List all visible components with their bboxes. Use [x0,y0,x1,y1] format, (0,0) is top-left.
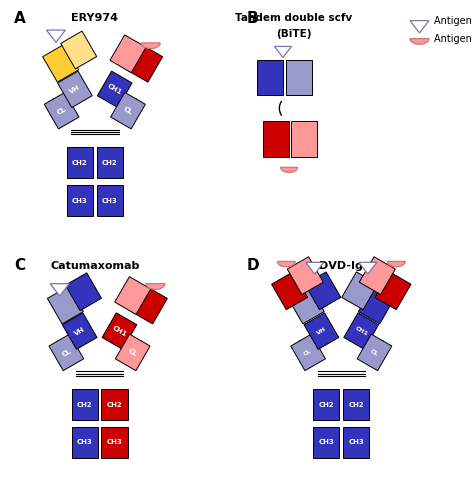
Text: CL: CL [122,106,134,116]
Text: C: C [14,258,25,273]
Text: B: B [246,11,258,26]
Text: CH1: CH1 [106,83,123,96]
Text: CH3: CH3 [77,439,92,445]
Polygon shape [358,286,394,324]
Text: VH: VH [69,84,81,95]
Polygon shape [287,257,323,295]
Polygon shape [115,334,150,371]
Polygon shape [291,121,318,157]
Polygon shape [115,277,151,315]
Polygon shape [47,286,83,324]
Text: (BiTE): (BiTE) [276,29,311,39]
Polygon shape [146,284,165,290]
Polygon shape [62,313,97,349]
Polygon shape [44,92,79,129]
Text: CH2: CH2 [102,160,118,166]
Polygon shape [49,334,84,371]
Text: CH1: CH1 [354,325,369,337]
Polygon shape [359,263,377,274]
Polygon shape [304,313,339,349]
Polygon shape [387,262,405,267]
Polygon shape [263,121,289,157]
Text: DVD-Ig: DVD-Ig [319,262,363,272]
Polygon shape [277,262,295,267]
Text: CH3: CH3 [319,439,334,445]
Polygon shape [72,427,98,458]
Polygon shape [102,313,137,349]
Polygon shape [357,334,392,371]
Polygon shape [285,60,312,95]
Polygon shape [375,272,411,310]
Text: CH3: CH3 [107,439,122,445]
Text: Antigen 1: Antigen 1 [434,16,474,26]
Polygon shape [65,273,101,311]
Polygon shape [67,147,93,178]
Polygon shape [43,45,79,82]
Text: VH: VH [316,326,327,336]
Polygon shape [127,45,163,82]
Polygon shape [313,389,339,420]
Text: CH2: CH2 [72,160,88,166]
Text: CL: CL [370,348,379,357]
Text: CH2: CH2 [348,401,364,407]
Polygon shape [410,39,429,44]
Text: CH3: CH3 [72,198,88,204]
Text: CH2: CH2 [77,401,92,407]
Text: A: A [14,11,26,26]
Polygon shape [291,334,326,371]
Polygon shape [281,167,298,172]
Polygon shape [410,21,429,33]
Text: CL: CL [56,106,67,116]
Polygon shape [141,43,160,49]
Text: CH1: CH1 [111,325,128,338]
Polygon shape [131,286,167,324]
Polygon shape [97,147,123,178]
Text: CL: CL [127,347,138,357]
Polygon shape [110,35,146,73]
Text: CH3: CH3 [348,439,364,445]
Text: VH: VH [73,326,86,337]
Text: CH3: CH3 [102,198,118,204]
Polygon shape [344,313,379,349]
Polygon shape [343,389,369,420]
Polygon shape [101,427,128,458]
Polygon shape [274,47,292,58]
Polygon shape [67,185,93,216]
Polygon shape [50,284,69,296]
Polygon shape [101,389,128,420]
Polygon shape [57,71,92,108]
Polygon shape [288,286,324,324]
Polygon shape [46,30,65,43]
Text: ERY974: ERY974 [71,13,118,23]
Text: D: D [246,258,259,273]
Polygon shape [61,31,97,69]
Text: Antigen 2: Antigen 2 [434,34,474,44]
Polygon shape [313,427,339,458]
Text: CL: CL [303,348,313,357]
Polygon shape [306,263,324,274]
Text: CH2: CH2 [107,401,122,407]
Text: Catumaxomab: Catumaxomab [50,262,139,272]
Polygon shape [257,60,283,95]
Polygon shape [305,272,341,310]
Polygon shape [272,272,308,310]
Polygon shape [97,185,123,216]
Polygon shape [110,92,146,129]
Text: CH2: CH2 [319,401,334,407]
Polygon shape [343,427,369,458]
Polygon shape [97,71,132,108]
Polygon shape [359,257,395,295]
Text: Tandem double scfv: Tandem double scfv [235,13,353,23]
Polygon shape [342,272,378,310]
Polygon shape [72,389,98,420]
Text: CL: CL [61,347,72,357]
